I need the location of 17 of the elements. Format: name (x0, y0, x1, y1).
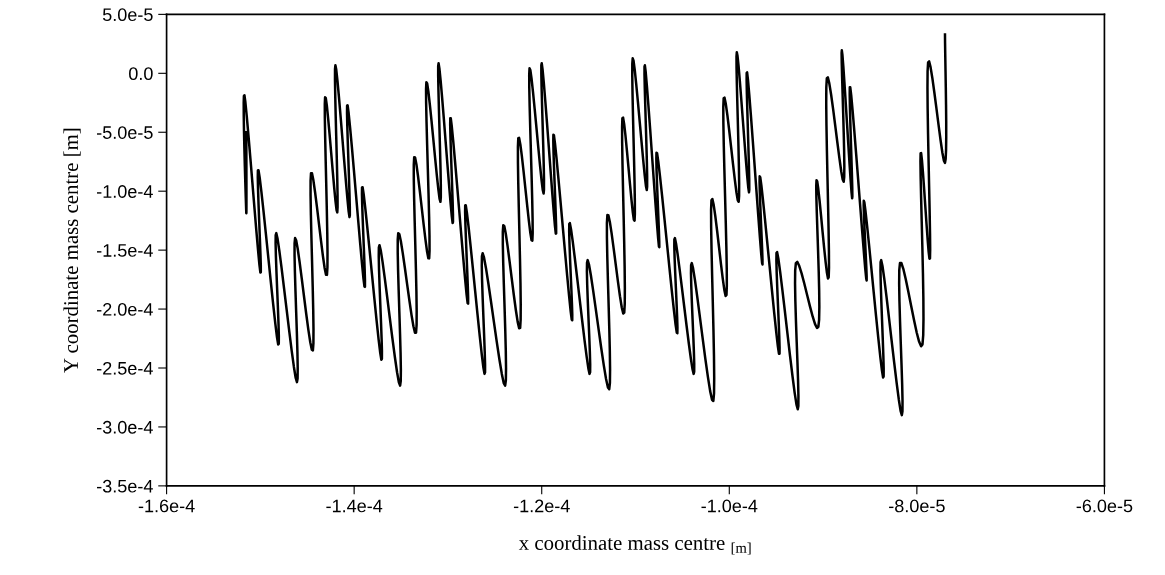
y-tick-label: -5.0e-5 (97, 126, 153, 139)
y-tick-label: 5.0e-5 (102, 8, 153, 22)
y-tick-label: -2.5e-4 (97, 361, 153, 375)
x-tick-label: -1.6e-4 (138, 499, 195, 513)
y-tick-label: -1.5e-4 (97, 244, 153, 257)
y-tick-label: -3.5e-4 (97, 479, 153, 493)
x-tick-label: -6.0e-5 (1076, 499, 1133, 513)
y-tick-label: -3.0e-4 (97, 420, 153, 434)
x-axis-title: x coordinate mass centre $_{[m]}$ (518, 535, 751, 555)
x-tick-label: -1.4e-4 (326, 499, 383, 513)
x-tick-label: -8.0e-5 (889, 499, 945, 513)
y-tick-label: -1.0e-4 (97, 185, 153, 198)
y-tick-label: -2.0e-4 (97, 303, 153, 316)
y-tick-label: 0.0 (129, 67, 153, 81)
x-tick-label: -1.0e-4 (701, 499, 758, 513)
y-axis-title: Y coordinate mass centre [m] (63, 128, 81, 373)
x-tick-label: -1.2e-4 (513, 499, 570, 513)
